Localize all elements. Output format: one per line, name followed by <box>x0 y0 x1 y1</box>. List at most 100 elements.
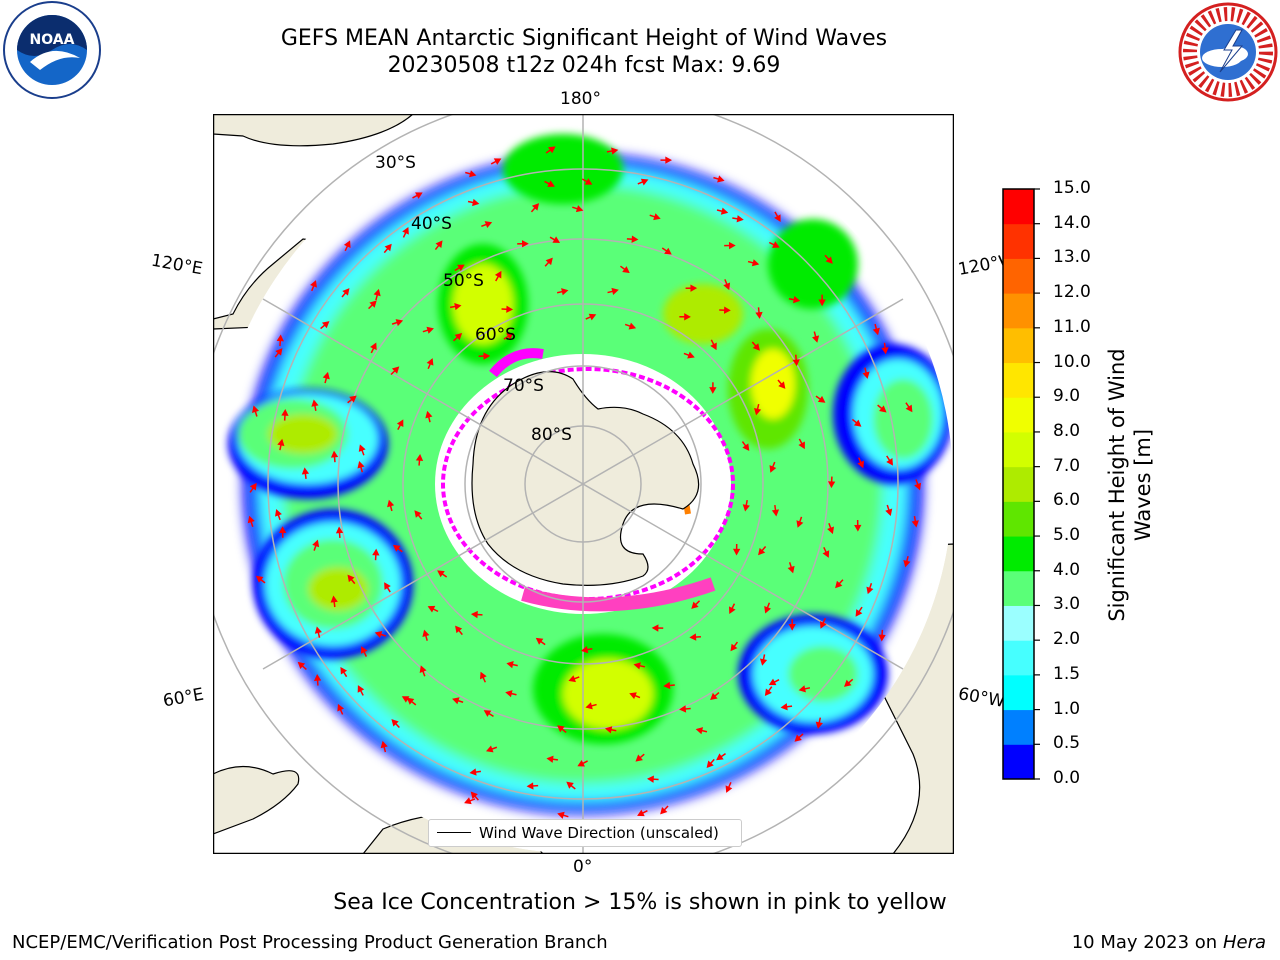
wave-direction-arrowhead <box>665 156 673 164</box>
wave-direction-arrowhead <box>764 605 772 614</box>
wave-direction-arrowhead <box>585 702 593 710</box>
wave-direction-arrowhead <box>395 319 404 327</box>
wave-direction-arrowhead <box>710 692 718 701</box>
wave-direction-arrowhead <box>827 526 835 535</box>
map-subtitle: 20230508 t12z 024h fcst Max: 9.69 <box>387 53 781 78</box>
colorbar-tick-label: 0.0 <box>1053 768 1081 788</box>
wave-direction-arrowhead <box>759 658 768 666</box>
wave-direction-arrowhead <box>828 481 836 489</box>
lat-label-50s: 50°S <box>443 271 484 291</box>
wave-direction-arrowhead <box>281 409 289 416</box>
colorbar-tick-label: 1.5 <box>1053 663 1081 684</box>
lon-label-60e: 60°E <box>161 684 206 712</box>
colorbar-segment <box>1003 640 1034 676</box>
wave-direction-arrowhead <box>819 621 827 629</box>
wind-wave-arrows <box>247 146 922 819</box>
wave-direction-arrowhead <box>728 606 736 615</box>
lat-label-60s: 60°S <box>475 325 516 345</box>
wave-direction-arrowhead <box>778 381 786 389</box>
wave-direction-arrowhead <box>321 321 330 329</box>
wave-direction-arrowhead <box>401 696 410 703</box>
wave-direction-arrowhead <box>251 405 259 413</box>
wave-direction-arrowhead <box>277 438 285 447</box>
national-weather-service-logo-icon <box>1178 2 1278 102</box>
wave-direction-arrowhead <box>709 387 717 394</box>
wave-direction-arrowhead <box>313 674 322 681</box>
wave-direction-arrowhead <box>342 288 350 296</box>
wave-direction-arrowhead <box>815 721 823 729</box>
colorbar-tick-label: 1.0 <box>1053 698 1081 719</box>
wave-direction-arrowhead <box>505 690 513 698</box>
wave-direction-arrowhead <box>825 256 833 264</box>
wave-direction-arrowhead <box>384 582 391 590</box>
colorbar-tick-label: 10.0 <box>1053 351 1091 372</box>
wave-direction-arrowhead <box>472 198 480 207</box>
lon-label-60w: 60°W <box>956 684 1007 712</box>
wave-direction-arrowhead <box>435 240 443 248</box>
colorbar-segment <box>1003 189 1034 225</box>
wave-direction-arrowhead <box>736 215 744 223</box>
wave-direction-arrowhead <box>506 661 514 669</box>
wave-direction-arrowhead <box>452 697 460 705</box>
lat-label-40s: 40°S <box>411 214 452 234</box>
wave-direction-arrowhead <box>588 313 597 321</box>
wave-direction-arrowhead <box>728 241 736 250</box>
wave-direction-arrowhead <box>914 482 922 491</box>
lat-label-70s: 70°S <box>503 376 544 396</box>
wave-direction-arrowhead <box>506 332 514 340</box>
wave-direction-arrowhead <box>414 510 422 518</box>
wave-direction-arrowhead <box>566 781 574 789</box>
colorbar-segment <box>1003 501 1034 537</box>
wave-direction-arrowhead <box>415 192 423 199</box>
wave-direction-arrowhead <box>798 685 806 693</box>
wave-direction-arrowhead <box>357 461 365 469</box>
colorbar-segment <box>1003 709 1034 745</box>
wave-direction-arrowhead <box>330 450 339 458</box>
wave-direction-arrowhead <box>647 775 654 783</box>
wave-direction-arrowhead <box>792 359 800 367</box>
colorbar-tick-label: 9.0 <box>1053 386 1081 407</box>
wave-direction-arrowhead <box>575 205 584 213</box>
wave-direction-arrowhead <box>392 544 401 552</box>
wave-direction-arrowhead <box>415 454 424 462</box>
colorbar-tick-label: 11.0 <box>1053 316 1091 337</box>
wave-direction-arrowhead <box>483 710 492 717</box>
wave-direction-arrowhead <box>557 725 565 733</box>
colorbar <box>1002 188 1040 780</box>
wave-direction-arrowhead <box>855 609 863 617</box>
wave-direction-arrowhead <box>470 610 478 619</box>
wave-direction-arrowhead <box>545 257 553 266</box>
wave-direction-arrowhead <box>723 282 731 291</box>
wave-direction-arrowhead <box>479 671 487 680</box>
wave-direction-arrowhead <box>794 734 802 742</box>
wave-direction-arrowhead <box>340 666 348 675</box>
footer-date: 10 May 2023 on Hera <box>1072 932 1266 953</box>
colorbar-segment <box>1003 466 1034 502</box>
wave-direction-arrowhead <box>853 419 862 427</box>
wave-direction-arrowhead <box>485 745 494 753</box>
colorbar-tick-label: 8.0 <box>1053 420 1081 441</box>
wave-direction-arrowhead <box>470 791 478 799</box>
wave-direction-arrowhead <box>380 740 388 749</box>
wave-height-field <box>213 114 953 854</box>
wave-direction-arrowhead <box>771 509 780 517</box>
wave-direction-arrowhead <box>568 675 576 683</box>
wave-direction-arrowhead <box>862 371 870 379</box>
wave-direction-arrowhead <box>561 288 569 296</box>
wave-direction-arrowhead <box>396 419 404 428</box>
wave-direction-arrowhead <box>660 807 668 815</box>
wave-direction-arrowhead <box>469 170 477 178</box>
wave-direction-arrowhead <box>358 444 366 452</box>
wave-direction-arrowhead <box>422 629 430 638</box>
wave-direction-arrowhead <box>751 259 760 267</box>
wave-direction-arrowhead <box>651 624 659 632</box>
wave-direction-arrowhead <box>730 643 738 652</box>
map-title: GEFS MEAN Antarctic Significant Height o… <box>280 26 888 51</box>
wave-direction-arrowhead <box>798 441 805 450</box>
wave-direction-arrowhead <box>725 785 733 793</box>
wave-direction-arrowhead <box>526 782 534 790</box>
antarctica <box>471 370 700 586</box>
wave-direction-arrowhead <box>546 755 554 763</box>
wave-direction-arrowhead <box>796 520 804 528</box>
wave-direction-arrowhead <box>580 646 589 654</box>
